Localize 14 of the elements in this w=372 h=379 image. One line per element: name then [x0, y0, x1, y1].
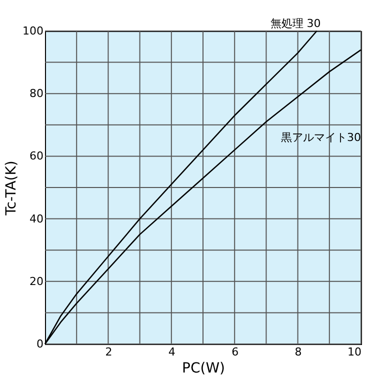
y-tick-label: 20	[30, 274, 44, 288]
y-tick-label: 60	[30, 150, 44, 163]
y-tick-label: 0	[36, 338, 44, 350]
x-tick-label: 8	[294, 346, 302, 358]
x-tick-label: 6	[232, 346, 239, 358]
y-axis-title: Tc-TA(K)	[4, 160, 20, 216]
x-tick-label: 10	[348, 346, 362, 358]
y-tick-label: 80	[30, 87, 44, 100]
x-tick-label: 2	[105, 346, 112, 358]
series-label: 無処理 30	[270, 17, 321, 30]
y-tick-label: 100	[22, 24, 44, 38]
x-axis-title: PC(W)	[182, 360, 225, 376]
y-tick-label: 40	[30, 212, 44, 226]
x-tick-label: 4	[168, 346, 176, 358]
